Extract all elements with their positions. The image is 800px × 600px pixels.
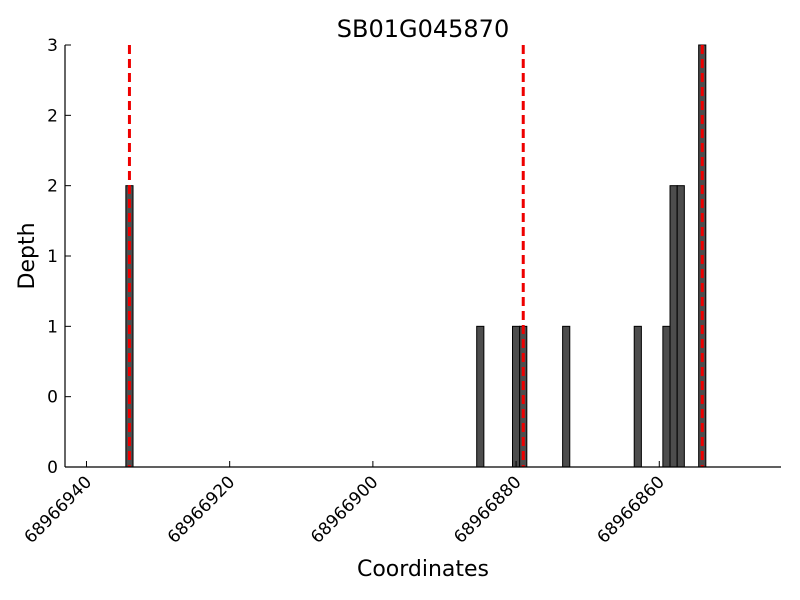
ticks-layer: 68966940 68966920 68966900 68966880 68966860… bbox=[21, 36, 669, 548]
chart-title: SB01G045870 bbox=[337, 15, 509, 43]
y-tick-label: 1 bbox=[47, 247, 58, 267]
y-axis-label: Depth bbox=[15, 222, 40, 289]
x-tick-label: 68966940 bbox=[21, 472, 96, 547]
x-tick-label: 68966900 bbox=[307, 472, 382, 547]
bar bbox=[476, 325, 485, 468]
x-tick-label: 68966880 bbox=[450, 472, 525, 547]
bar bbox=[676, 185, 685, 468]
x-axis-label: Coordinates bbox=[357, 557, 489, 582]
y-tick-label: 3 bbox=[47, 36, 58, 56]
y-tick-label: 2 bbox=[47, 106, 58, 126]
bars-layer bbox=[125, 44, 707, 468]
y-tick-label: 1 bbox=[47, 317, 58, 337]
y-tick-label: 0 bbox=[47, 458, 58, 478]
vlines-layer bbox=[127, 45, 704, 467]
x-tick-label: 68966920 bbox=[164, 472, 239, 547]
bar bbox=[669, 185, 678, 468]
y-tick-label: 0 bbox=[47, 388, 58, 408]
bar bbox=[633, 325, 642, 468]
x-tick-label: 68966860 bbox=[593, 472, 668, 547]
y-tick-label: 2 bbox=[47, 177, 58, 197]
bar bbox=[562, 325, 571, 468]
bar bbox=[512, 325, 521, 468]
bar bbox=[662, 325, 671, 468]
